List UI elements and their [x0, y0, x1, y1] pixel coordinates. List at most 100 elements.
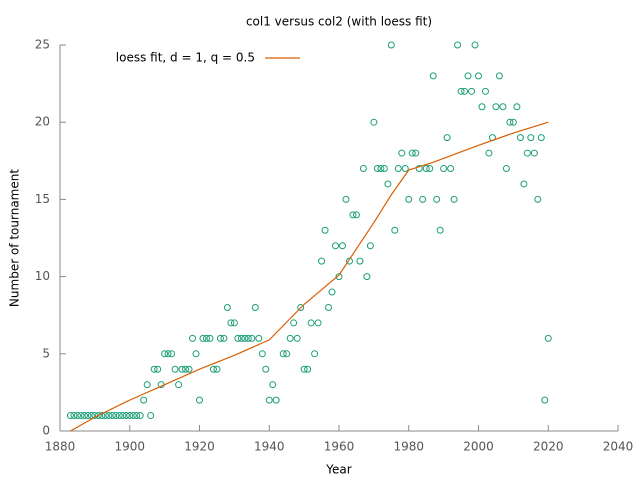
point	[321, 226, 329, 234]
point	[223, 303, 231, 311]
point	[495, 72, 503, 80]
point	[415, 165, 423, 173]
point	[380, 165, 388, 173]
point	[272, 396, 280, 404]
point	[209, 365, 217, 373]
point	[332, 242, 340, 250]
point	[255, 334, 263, 342]
x-tick-label: 2020	[533, 440, 564, 454]
point	[401, 165, 409, 173]
point	[70, 412, 78, 420]
point	[237, 334, 245, 342]
point	[537, 134, 545, 142]
point	[391, 226, 399, 234]
point	[485, 149, 493, 157]
point	[335, 273, 343, 281]
point	[384, 180, 392, 188]
x-tick-label: 1920	[184, 440, 215, 454]
point	[84, 412, 92, 420]
point	[461, 87, 469, 95]
point	[108, 412, 116, 420]
point	[370, 118, 378, 126]
point	[447, 165, 455, 173]
point	[216, 334, 224, 342]
point	[530, 149, 538, 157]
point	[454, 41, 462, 49]
line	[70, 121, 549, 432]
point	[154, 365, 162, 373]
point	[398, 149, 406, 157]
point	[328, 288, 336, 296]
point	[307, 319, 315, 327]
point	[126, 412, 134, 420]
point	[516, 134, 524, 142]
point	[286, 334, 294, 342]
point	[115, 412, 123, 420]
point	[220, 334, 228, 342]
point	[213, 365, 221, 373]
point	[185, 365, 193, 373]
point	[436, 226, 444, 234]
point	[269, 381, 277, 389]
chart-title: col1 versus col2 (with loess fit)	[246, 15, 432, 29]
point	[196, 396, 203, 404]
point	[464, 72, 472, 80]
point	[283, 350, 291, 358]
point	[534, 195, 542, 203]
point	[251, 303, 259, 311]
point	[119, 412, 127, 420]
legend-label: loess fit, d = 1, q = 0.5	[116, 51, 255, 65]
point	[297, 303, 305, 311]
point	[189, 334, 197, 342]
x-axis-label: Year	[325, 463, 351, 477]
point	[502, 165, 510, 173]
point	[338, 242, 346, 250]
point	[248, 334, 256, 342]
point	[412, 149, 420, 157]
point	[506, 118, 514, 126]
point	[168, 350, 176, 358]
point	[140, 396, 148, 404]
point	[523, 149, 531, 157]
point	[450, 195, 458, 203]
point	[429, 72, 437, 80]
point	[262, 365, 270, 373]
point	[468, 87, 476, 95]
y-tick-label: 20	[35, 115, 50, 129]
y-axis-label: Number of tournament	[8, 169, 22, 307]
point	[440, 165, 448, 173]
point	[192, 350, 200, 358]
point	[171, 365, 179, 373]
point	[182, 365, 190, 373]
point	[227, 319, 235, 327]
point	[520, 180, 528, 188]
x-tick-label: 1940	[254, 440, 285, 454]
point	[352, 211, 360, 219]
point	[509, 118, 517, 126]
point	[405, 195, 413, 203]
x-tick-label: 1960	[324, 440, 355, 454]
point	[394, 165, 402, 173]
point	[345, 257, 353, 265]
point	[73, 412, 81, 420]
point	[387, 41, 395, 49]
point	[161, 350, 169, 358]
point	[478, 103, 486, 111]
point	[471, 41, 479, 49]
y-tick-label: 0	[42, 424, 50, 438]
point	[304, 365, 312, 373]
point	[499, 103, 507, 111]
point	[164, 350, 172, 358]
point	[147, 412, 155, 420]
point	[77, 412, 85, 420]
point	[279, 350, 287, 358]
point	[314, 319, 322, 327]
x-tick-label: 1900	[114, 440, 145, 454]
point	[349, 211, 357, 219]
point	[150, 365, 158, 373]
point	[94, 412, 102, 420]
point	[492, 103, 500, 111]
point	[234, 334, 242, 342]
point	[419, 195, 427, 203]
